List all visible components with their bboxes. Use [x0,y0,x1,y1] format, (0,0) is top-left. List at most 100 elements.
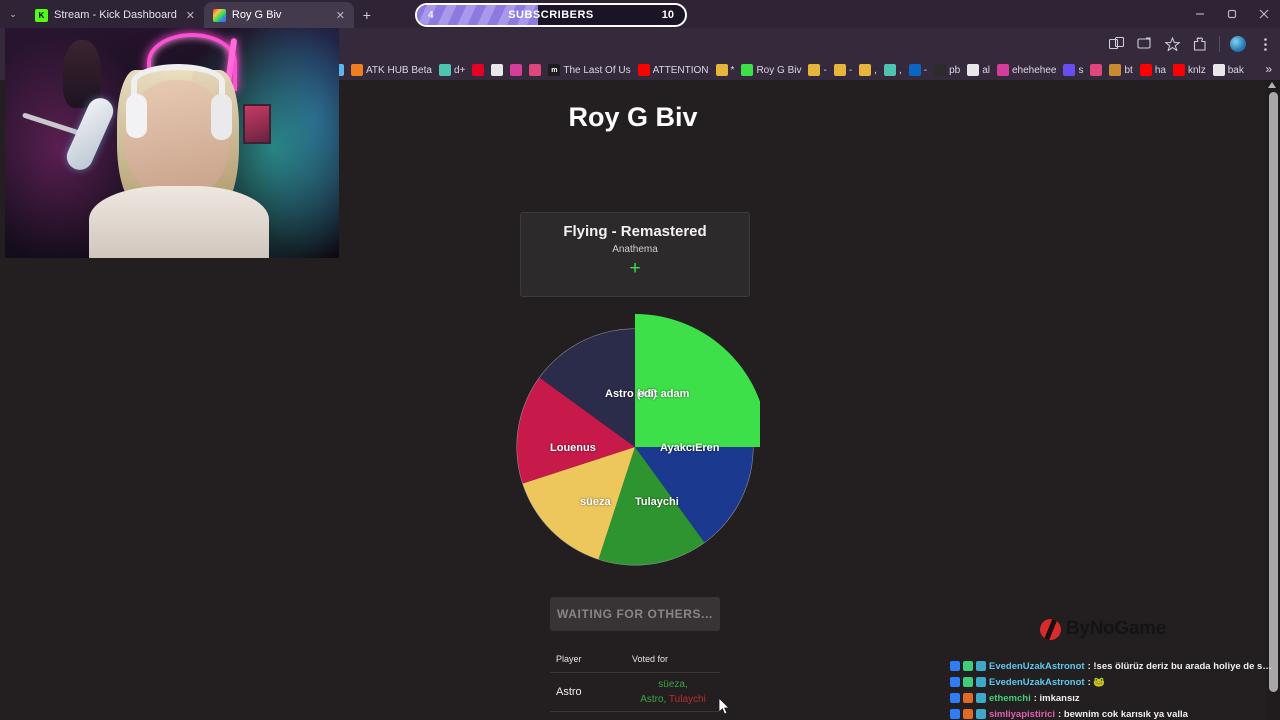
bookmark-item[interactable]: s [1063,64,1083,76]
bookmark-item[interactable]: m The Last Of Us [548,64,631,76]
extensions-icon[interactable] [1191,35,1209,53]
chat-username[interactable]: EvedenUzakAstronot [989,660,1085,672]
headphones-cup-right [211,94,232,140]
minimize-button[interactable] [1184,0,1216,28]
song-artist: Anathema [612,244,658,255]
youtube-icon [1172,64,1185,76]
wheel-segment[interactable] [598,447,705,565]
bookmark-label: - [848,64,853,76]
tab-stream-kick-dashboard[interactable]: K Stream - Kick Dashboard ✕ [26,2,204,28]
bookmark-item[interactable]: ha [1139,64,1166,76]
cast-icon[interactable] [1135,35,1153,53]
leaf-icon [438,64,451,76]
wheel-segment-label: Astro (+3) [605,388,657,400]
column-header-voted-for: Voted for [632,654,669,664]
wheel-segment[interactable] [517,377,635,484]
bee-icon [833,64,846,76]
status-button: WAITING FOR OTHERS... [550,597,720,631]
vote-name: Tulaychi [668,694,706,705]
wall-poster [243,104,271,144]
close-button[interactable] [1248,0,1280,28]
vote-name: süeza, [658,679,688,690]
bookmark-item[interactable]: , [883,64,902,76]
chevron-down-icon: ⌄ [9,8,17,19]
sub-badge-icon [950,709,960,719]
bookmark-item[interactable]: pb [934,64,960,76]
sponsor-name: ByNoGame [1066,618,1167,639]
sub-badge-icon [950,661,960,671]
close-icon[interactable]: ✕ [335,9,345,22]
bookmark-item[interactable]: - [908,64,927,76]
bookmarks-overflow-button[interactable]: » [1265,62,1272,76]
new-tab-button[interactable]: + [354,2,380,28]
profile-avatar-icon[interactable] [1230,36,1246,52]
vote-wheel[interactable]: Astro (+3) edit adam AyakcıEren Tulaychi süe… [510,302,768,592]
wheel-segment-label: Louenus [550,442,596,454]
split-screen-icon[interactable] [1107,35,1125,53]
tab-list-button[interactable]: ⌄ [0,0,26,28]
mouse-cursor [718,697,730,715]
scroll-up-arrow-icon[interactable] [1268,82,1276,88]
bookmark-item[interactable] [1090,64,1103,76]
stream-webcam-overlay [5,28,339,258]
bookmark-item[interactable]: d+ [438,64,465,76]
chat-username[interactable]: simliyapistirici [989,708,1056,720]
bee-icon [715,64,728,76]
bookmark-item[interactable]: al [967,64,990,76]
bookmark-item[interactable]: ATK HUB Beta [351,64,432,76]
bookmark-label: Roy G Biv [756,64,802,76]
bookmark-item[interactable]: ehehehee [996,64,1056,76]
chat-username[interactable]: EvedenUzakAstronot [989,676,1085,688]
maximize-button[interactable] [1216,0,1248,28]
chat-message: EvedenUzakAstronot: !ses ölürüz deriz bu… [950,658,1275,674]
wheel-segment[interactable] [635,447,753,543]
bookmark-item[interactable]: , [859,64,877,76]
table-row: Astro süeza, Astro, Tulaychi [550,672,720,711]
subscriber-goal-bar: 4 SUBSCRIBERS 10 [415,3,687,27]
chat-username[interactable]: ethemchi [989,692,1031,704]
bookmark-item[interactable]: ATTENTION [637,64,709,76]
bookmark-item[interactable] [472,64,485,76]
flame-badge-icon [963,693,973,703]
mod-badge-icon [963,661,973,671]
scrollbar-thumb[interactable] [1269,92,1278,692]
instagram-icon [996,64,1009,76]
vote-wheel-chart[interactable] [510,302,768,592]
bookmark-item[interactable]: - [833,64,853,76]
add-song-button[interactable]: + [629,258,641,279]
subscriber-goal-label: SUBSCRIBERS [508,9,594,21]
youtube-icon [637,64,650,76]
kick-icon: K [35,8,48,22]
wheel-segment[interactable] [539,329,635,447]
page-scrollbar[interactable] [1266,80,1280,720]
subscriber-goal-fill [417,5,538,25]
bookmark-label: - [823,64,827,76]
table-row: süezasüeza, Astro [550,711,720,720]
bookmark-item[interactable]: Roy G Biv [741,64,801,76]
bookmark-star-icon[interactable] [1163,35,1181,53]
bookmark-item[interactable] [510,64,523,76]
atk-icon [351,64,363,76]
bookmark-item[interactable] [491,64,504,76]
wheel-segment-label: edit adam [638,388,690,400]
plus-icon: + [362,7,371,23]
more-menu-icon[interactable] [1256,35,1274,53]
close-icon[interactable]: ✕ [185,9,195,22]
bookmark-label: , [898,64,902,76]
bookmark-item[interactable]: bt [1109,64,1133,76]
wheel-segment-label: Tulaychi [635,496,679,508]
bookmark-label: knlz [1187,64,1206,76]
wheel-segment[interactable] [522,447,635,560]
bookmark-item[interactable]: * [715,64,734,76]
tab-roy-g-biv[interactable]: Roy G Biv ✕ [203,2,354,28]
bookmark-item[interactable]: knlz [1172,64,1206,76]
bookmark-item[interactable]: bak [1212,64,1244,76]
bookmark-item[interactable]: - [808,64,827,76]
amber-icon [1109,64,1122,76]
stream-chat-overlay: EvedenUzakAstronot: !ses ölürüz deriz bu… [950,658,1275,720]
bookmark-item[interactable] [529,64,542,76]
bee-icon [859,64,872,76]
vote-table: Player Voted for Astro süeza, Astro, Tula… [550,650,720,720]
pinterest-icon [472,64,485,76]
wheel-segment[interactable] [635,314,768,447]
